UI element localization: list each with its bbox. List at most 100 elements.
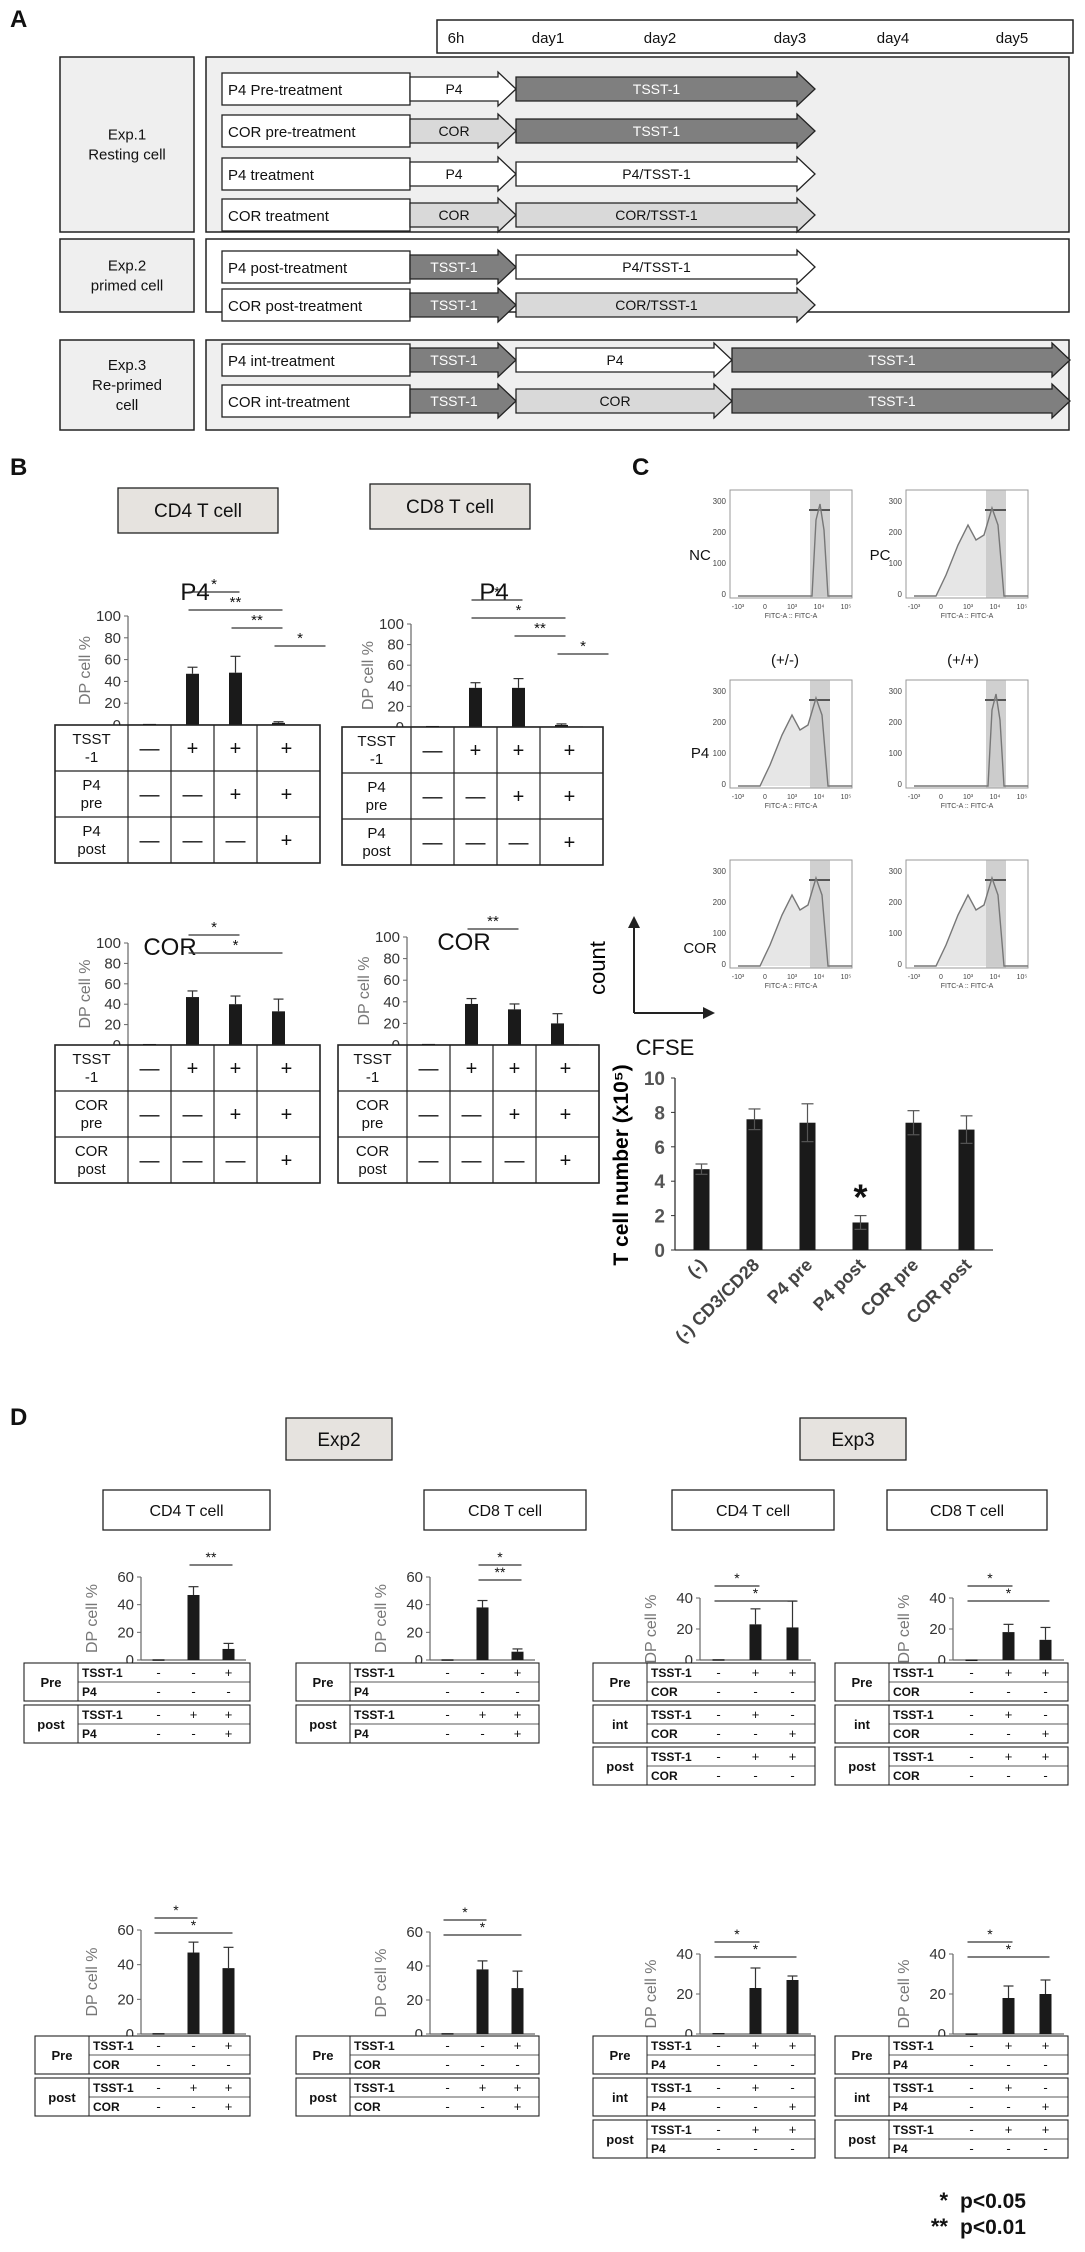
sig-stars: *	[211, 919, 217, 936]
histogram-x-label: FITC-A :: FITC-A	[941, 983, 994, 990]
y-tick-label: 2	[654, 1207, 665, 1228]
condition-table	[341, 726, 604, 866]
treatment-label-box	[221, 114, 411, 148]
table-cell: -	[156, 2099, 160, 2114]
table-cell: -	[1043, 2080, 1047, 2095]
treatment-label: COR pre-treatment	[228, 124, 356, 141]
table-cell: +	[230, 784, 242, 806]
histogram-y-tick: 300	[713, 867, 727, 876]
chart-D-Exp2-CD8-P4: 0 20 40 60 DP cell % *** Pre TSST-1 - - + P4 - - - post…	[295, 1549, 540, 1744]
histogram-y-tick: 0	[722, 960, 727, 969]
table-cell: -	[480, 2099, 484, 2114]
y-axis-label: DP cell %	[77, 959, 94, 1028]
histogram-y-tick: 300	[889, 497, 903, 506]
table-cell: +	[513, 786, 525, 808]
table-cell: —	[466, 832, 486, 854]
table-cell: -	[156, 2080, 160, 2095]
table-cell: +	[225, 1726, 233, 1741]
condition-row-label: TSST-1	[82, 1708, 123, 1722]
table-cell: —	[509, 832, 529, 854]
histogram-x-tick: 10⁵	[841, 604, 852, 611]
table-cell: -	[969, 1726, 973, 1741]
bar	[229, 672, 242, 725]
bar	[465, 1003, 478, 1045]
significance-legend: * p<0.05 ** p<0.01	[931, 2188, 1026, 2239]
chart-D-Exp3-CD8-COR: 0 20 40 DP cell % * * Pre TSST-1 - + + COR - - - int TSS…	[834, 1570, 1069, 1786]
condition-row-label: TSST-1	[651, 1708, 692, 1722]
arrow-label: P4	[606, 352, 623, 368]
bar	[152, 1659, 165, 1661]
table-cell: -	[445, 2080, 449, 2095]
condition-row-label: COR	[354, 2058, 381, 2072]
bar	[746, 1119, 763, 1250]
histogram-y-tick: 100	[889, 749, 903, 758]
y-tick-label: 60	[387, 657, 404, 674]
cell-type-subheader-box	[102, 1489, 271, 1531]
bar	[749, 1624, 762, 1660]
arrow-label: P4/TSST-1	[622, 166, 691, 182]
histogram-x-tick: 10⁵	[841, 974, 852, 981]
table-cell: -	[1043, 1768, 1047, 1783]
table-cell: +	[752, 1707, 760, 1722]
y-tick-label: 80	[387, 637, 404, 654]
timeline-arrow	[515, 341, 733, 379]
histogram-y-tick: 200	[713, 898, 727, 907]
histogram-x-tick: 10⁴	[814, 974, 825, 981]
histogram-column-label: (+/-)	[771, 652, 799, 669]
bar	[1039, 1639, 1052, 1660]
histogram-y-tick: 300	[713, 497, 727, 506]
treatment-label: P4 post-treatment	[228, 260, 348, 277]
y-axis-label: DP cell %	[896, 1594, 913, 1663]
bar	[441, 2033, 454, 2035]
bar	[958, 1129, 975, 1250]
table-cell: —	[226, 1150, 246, 1172]
y-tick-label: 20	[406, 1992, 423, 2009]
table-cell: +	[281, 1150, 293, 1172]
histogram-x-tick: 10³	[787, 974, 798, 981]
cell-type-subheader: CD8 T cell	[930, 1503, 1004, 1520]
y-tick-label: 40	[104, 996, 121, 1013]
table-cell: -	[790, 2057, 794, 2072]
table-cell: -	[191, 2057, 195, 2072]
table-cell: -	[1043, 2057, 1047, 2072]
table-cell: -	[226, 1684, 230, 1699]
histogram-x-tick: 10³	[787, 794, 798, 801]
table-cell: —	[419, 1150, 439, 1172]
table-cell: -	[191, 1726, 195, 1741]
sig-stars: *	[480, 1919, 486, 1935]
table-cell: +	[789, 1749, 797, 1764]
treatment-label: P4 int-treatment	[228, 353, 336, 370]
bar	[222, 1968, 235, 2034]
condition-row-label: P4	[354, 1727, 369, 1741]
histogram-x-tick: 10⁴	[990, 974, 1001, 981]
y-tick-label: 40	[406, 1958, 423, 1975]
condition-row-label: TSST-1	[354, 2081, 395, 2095]
table-cell: -	[1006, 2057, 1010, 2072]
table-cell: -	[156, 2038, 160, 2053]
histogram-x-tick: -10³	[908, 794, 921, 801]
histogram-x-tick: 10⁴	[814, 794, 825, 801]
table-cell: +	[560, 1150, 572, 1172]
y-tick-label: 20	[929, 1621, 946, 1638]
table-cell: -	[1006, 1684, 1010, 1699]
histogram-x-tick: 0	[939, 604, 943, 611]
chart-B-P4-CD4: P4020406080100DP cell %******TSST-1—+++P…	[54, 576, 326, 864]
histogram-x-tick: 10⁵	[1017, 604, 1028, 611]
timeline-arrow	[515, 286, 816, 324]
y-tick-label: 80	[104, 955, 121, 972]
condition-group-label: post	[848, 1759, 876, 1774]
y-tick-label: 40	[117, 1597, 134, 1614]
sig-stars: *	[753, 1585, 759, 1601]
table-cell: -	[480, 1726, 484, 1741]
cell-type-header: CD8 T cell	[406, 497, 494, 518]
bar	[749, 1988, 762, 2034]
condition-row-label: TSST-1	[893, 1666, 934, 1680]
condition-row-label: P4	[82, 1685, 97, 1699]
y-tick-label: 8	[654, 1103, 665, 1124]
count-arrowhead	[628, 916, 640, 928]
y-axis-label: T cell number (x10⁵)	[610, 1064, 633, 1265]
table-cell: -	[445, 1707, 449, 1722]
y-tick-label: 40	[117, 1957, 134, 1974]
table-cell: -	[969, 2099, 973, 2114]
